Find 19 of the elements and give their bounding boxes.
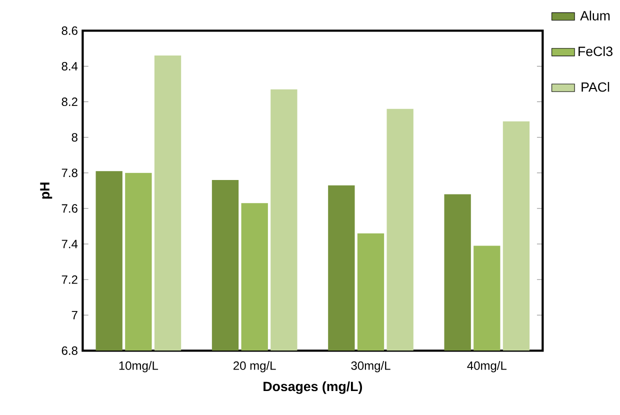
legend-label: Alum: [580, 10, 610, 21]
x-tick-label: 30mg/L: [351, 361, 390, 372]
legend-label: PACl: [582, 82, 610, 92]
y-tick-label: 7.4: [62, 240, 78, 248]
y-tick-label: 7.6: [62, 204, 78, 213]
x-tick-label: 20 mg/L: [234, 361, 276, 372]
y-tick-label: 6.8: [62, 346, 78, 356]
y-tick-label: 7: [72, 311, 78, 320]
y-tick-label: 7.2: [62, 276, 78, 284]
y-tick-label: 8.2: [62, 98, 78, 106]
y-tick-label: 8: [72, 133, 78, 142]
x-axis-title: Dosages (mg/L): [264, 382, 362, 394]
y-axis-title: pH: [40, 182, 52, 199]
y-tick-label: 8.4: [62, 62, 78, 71]
y-tick-label: 8.6: [62, 26, 78, 36]
y-tick-label: 7.8: [62, 168, 78, 178]
x-tick-label: 10mg/L: [119, 361, 158, 372]
legend-label: FeCl3: [578, 46, 612, 56]
x-tick-label: 40mg/L: [467, 361, 507, 372]
